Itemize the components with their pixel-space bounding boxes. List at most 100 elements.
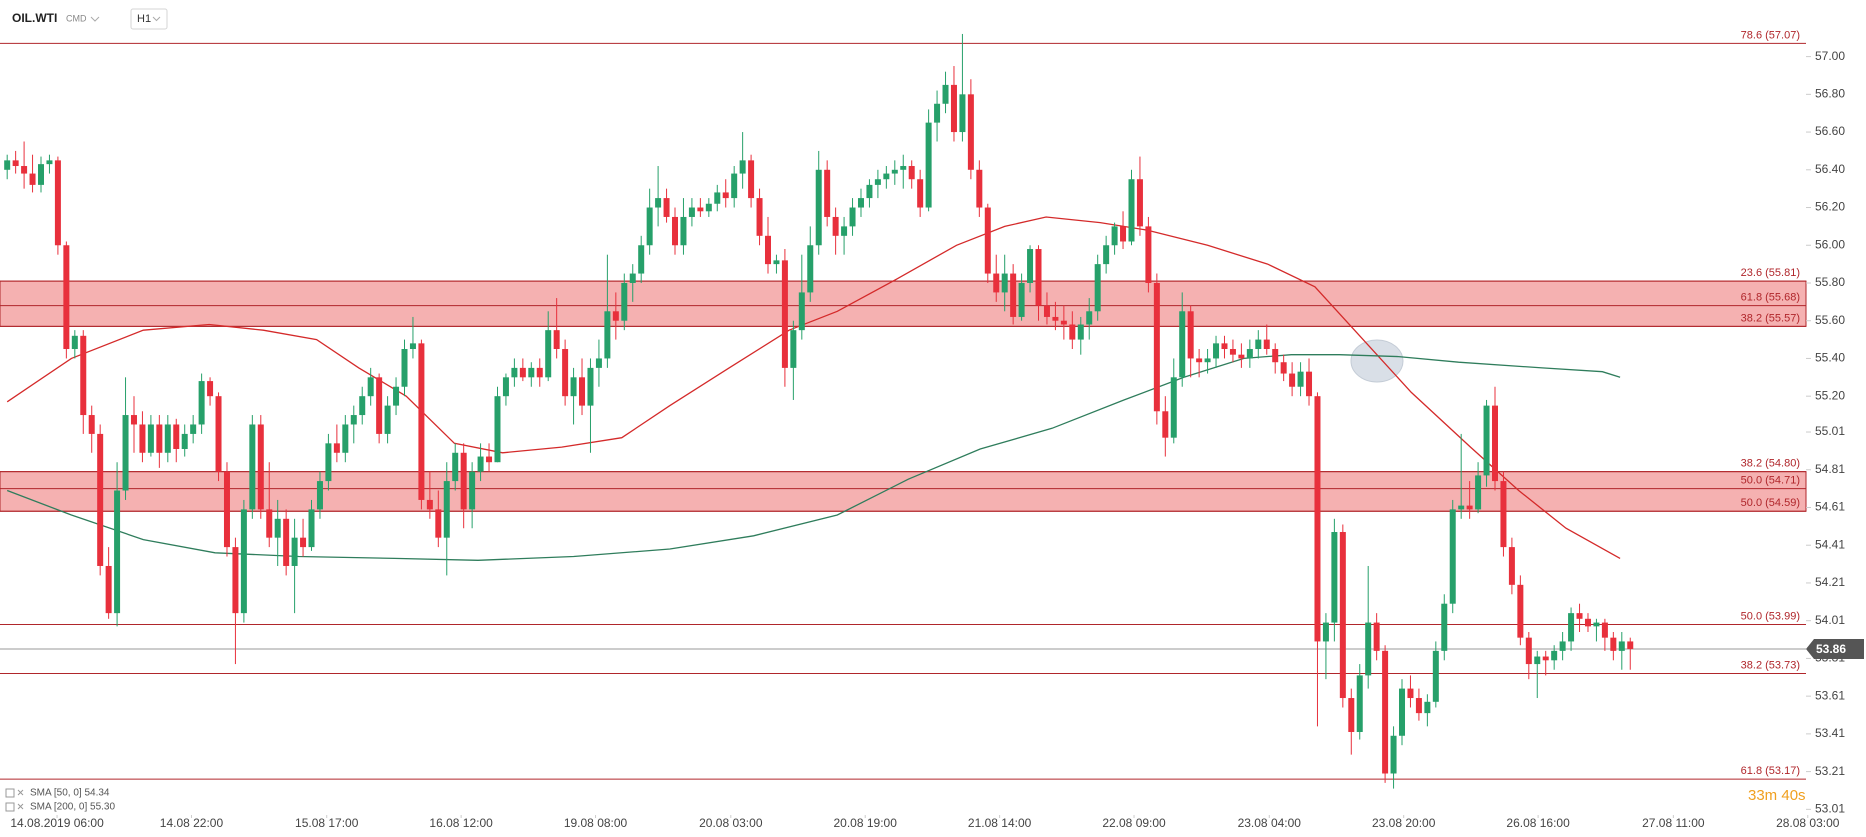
candle-body — [807, 245, 814, 293]
candle-body — [1407, 688, 1414, 699]
candle-body — [1466, 505, 1473, 510]
candle-body — [1035, 249, 1042, 306]
candle-body — [1162, 411, 1169, 438]
candle-body — [359, 396, 366, 416]
candle-body — [376, 377, 383, 434]
candle-body — [925, 122, 932, 208]
dropdown-caret[interactable] — [90, 16, 100, 22]
candle-body — [215, 396, 222, 472]
candle-body — [1094, 264, 1101, 312]
candle-body — [984, 207, 991, 274]
candle-body — [1508, 547, 1515, 585]
candle-body — [1601, 622, 1608, 638]
candle-body — [883, 173, 890, 180]
interval-button[interactable] — [130, 8, 168, 30]
legend-close — [17, 803, 24, 810]
candle-body — [1010, 273, 1017, 317]
candle-body — [291, 537, 298, 566]
candle-body — [1170, 377, 1177, 438]
level-label: 50.0 (53.99) — [1741, 610, 1800, 622]
candle-body — [1086, 311, 1093, 325]
x-tick-label: 22.08 09:00 — [1102, 816, 1166, 830]
candle-body — [1415, 698, 1422, 714]
candle-body — [1593, 622, 1600, 627]
last-price-label: 53.86 — [1816, 642, 1846, 656]
candle-body — [1052, 316, 1059, 321]
instrument-type[interactable]: CMD — [66, 13, 87, 23]
candle-body — [790, 330, 797, 368]
level-label: 78.6 (57.07) — [1741, 29, 1800, 41]
candle-body — [1475, 475, 1482, 510]
candle-body — [426, 499, 433, 510]
candle-body — [1610, 637, 1617, 651]
candle-body — [122, 415, 129, 491]
candle-body — [1399, 688, 1406, 736]
candle-body — [1289, 373, 1296, 387]
candle-body — [97, 433, 104, 566]
candle-body — [1128, 179, 1135, 242]
candle-body — [545, 330, 552, 378]
candle-body — [756, 198, 763, 236]
candle-body — [350, 415, 357, 425]
candle-body — [857, 198, 864, 208]
candle-body — [773, 260, 780, 265]
zone — [0, 471, 1807, 512]
candle-body — [1077, 324, 1084, 340]
candle-body — [1627, 641, 1634, 649]
candle-body — [1584, 618, 1591, 627]
candle-body — [1018, 282, 1025, 317]
candle-body — [942, 84, 949, 104]
candle-body — [418, 343, 425, 500]
y-tick-label: 53.21 — [1815, 764, 1845, 778]
candle-body — [959, 94, 966, 133]
candle-body — [908, 166, 915, 180]
axes: 57.00 56.80 56.60 56.40 56.20 56.00 55.80 55.60… — [10, 49, 1864, 830]
level-label: 50.0 (54.59) — [1741, 497, 1800, 509]
candle-body — [1441, 603, 1448, 651]
candle-body — [21, 166, 28, 174]
candle-body — [308, 509, 315, 548]
x-tick-label: 20.08 19:00 — [834, 816, 898, 830]
candle-body — [1145, 226, 1152, 283]
candle-body — [1356, 675, 1363, 732]
candle-body — [1060, 320, 1067, 325]
candle-body — [401, 349, 408, 387]
last-price-tag — [1806, 638, 1864, 659]
level-label: 38.2 (55.57) — [1741, 312, 1800, 324]
candle-body — [460, 452, 467, 510]
candle-body — [815, 169, 822, 246]
candle-body — [841, 226, 848, 236]
candle-body — [697, 207, 704, 212]
candle-body — [1449, 509, 1456, 604]
candle-body — [1568, 613, 1575, 642]
candle-body — [748, 160, 755, 199]
y-tick-label: 55.20 — [1815, 388, 1845, 402]
candle-body — [147, 424, 154, 453]
candle-body — [621, 282, 628, 321]
candle-body — [1297, 371, 1304, 387]
candle-body — [1322, 622, 1329, 642]
y-tick-label: 54.01 — [1815, 613, 1845, 627]
candle-body — [240, 509, 247, 614]
candle-body — [1246, 349, 1253, 359]
candle-body — [80, 335, 87, 416]
level-label: 23.6 (55.81) — [1741, 267, 1800, 279]
interval[interactable]: H1 — [137, 13, 151, 25]
candle-body — [536, 367, 543, 378]
candle-body — [283, 518, 290, 566]
candle-body — [1491, 405, 1498, 482]
candle-body — [764, 235, 771, 265]
candle-body — [1390, 735, 1397, 774]
candle-body — [342, 424, 349, 453]
legend-label: SMA [200, 0] 55.30 — [30, 802, 115, 813]
candle-body — [1339, 532, 1346, 699]
candle-body — [1272, 349, 1279, 363]
candle-body — [1229, 349, 1236, 355]
interval-caret[interactable] — [152, 16, 161, 22]
x-tick-label: 19.08 08:00 — [564, 816, 628, 830]
candle-body — [1331, 532, 1338, 623]
y-tick-label: 55.80 — [1815, 275, 1845, 289]
candle-body — [562, 349, 569, 397]
candle-body — [570, 377, 577, 397]
candle-body — [1187, 311, 1194, 359]
